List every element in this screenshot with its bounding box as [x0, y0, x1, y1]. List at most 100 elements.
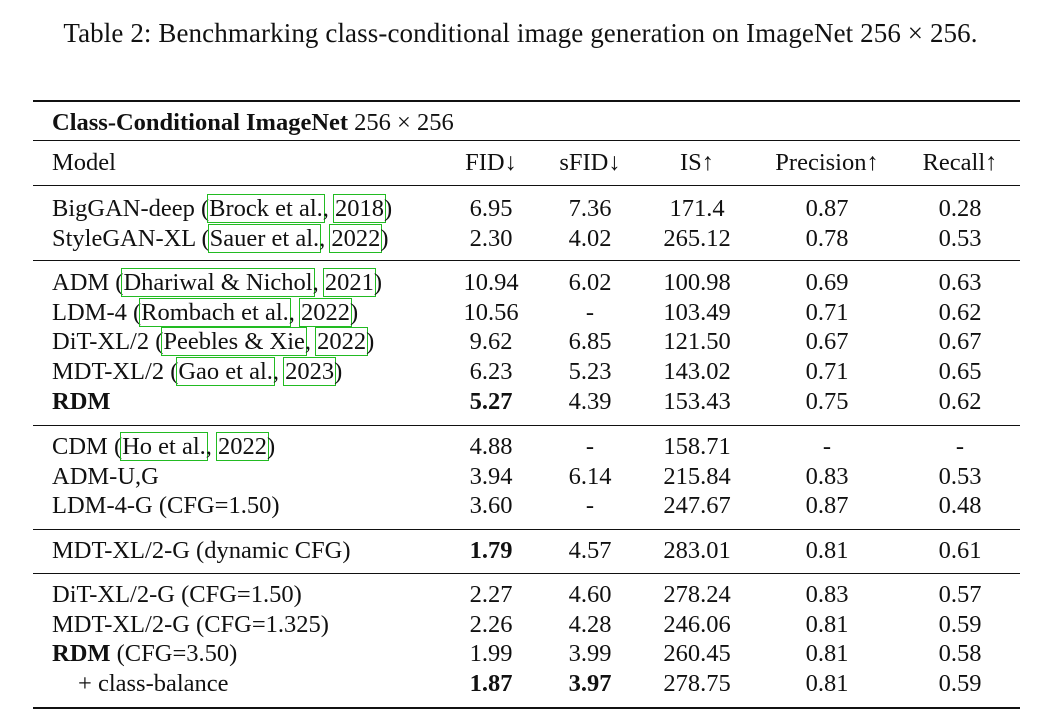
fid-value: 1.79 — [469, 537, 513, 564]
table-row: MDT-XL/2 (Gao et al., 2023) 6.23 5.23 143.0… — [0, 357, 1041, 387]
header-model: Model — [52, 149, 116, 176]
fid-value: 10.56 — [463, 298, 519, 326]
table-title-bold: Class-Conditional ImageNet — [52, 109, 349, 136]
recall-value: 0.61 — [938, 537, 982, 564]
model-name: LDM-4-G (CFG=1.50) — [52, 492, 280, 520]
table-row: ADM-U,G 3.94 6.14 215.84 0.83 0.53 — [0, 462, 1041, 492]
fid-value: 10.94 — [463, 269, 519, 296]
citation-close: ) — [373, 269, 383, 296]
precision-value: 0.87 — [805, 492, 849, 520]
sfid-value: 5.23 — [568, 358, 612, 386]
citation-year-link[interactable]: 2018 — [333, 194, 387, 223]
group-rule — [33, 425, 1020, 426]
is-value: 246.06 — [663, 610, 731, 638]
recall-value: 0.48 — [938, 492, 982, 520]
is-value: 103.49 — [663, 298, 731, 326]
citation-year-link[interactable]: 2023 — [283, 357, 337, 387]
is-value: 215.84 — [663, 462, 731, 490]
is-value: 100.98 — [663, 269, 731, 296]
precision-value: 0.67 — [805, 328, 849, 356]
header-sfid: sFID↓ — [559, 149, 621, 176]
citation-close: ) — [350, 298, 359, 326]
model-name: LDM-4 ( — [52, 298, 142, 326]
model-name: StyleGAN-XL ( — [52, 224, 210, 252]
sfid-value: 3.99 — [568, 640, 612, 668]
model-name: MDT-XL/2 ( — [52, 358, 179, 386]
sfid-value: 3.97 — [568, 670, 612, 698]
top-rule — [33, 100, 1020, 102]
is-value: 265.12 — [663, 224, 731, 252]
recall-value: 0.62 — [938, 387, 982, 415]
citation-close: ) — [334, 358, 343, 386]
recall-value: 0.59 — [938, 610, 982, 638]
citation-year-link[interactable]: 2022 — [315, 327, 369, 357]
table-row: + class-balance 1.87 3.97 278.75 0.81 0.59 — [0, 669, 1041, 699]
precision-value: 0.78 — [805, 224, 849, 252]
model-name: CDM ( — [52, 433, 123, 460]
model-cell: DiT-XL/2 (Peebles & Xie, 2022) — [52, 327, 374, 357]
citation-year-link[interactable]: 2021 — [322, 268, 376, 297]
group-rule — [33, 260, 1020, 261]
model-name: (CFG=3.50) — [110, 640, 238, 668]
is-value: 283.01 — [663, 537, 731, 564]
sfid-value: 4.57 — [568, 537, 612, 564]
model-cell: RDM — [52, 387, 111, 417]
table-title-rest: 256 × 256 — [348, 109, 454, 136]
sfid-value: 6.85 — [568, 328, 612, 356]
sfid-value: 6.02 — [568, 269, 612, 296]
citation-separator: , — [312, 269, 325, 296]
group-rule — [33, 529, 1020, 530]
model-cell: ADM (Dhariwal & Nichol, 2021) — [52, 268, 382, 298]
recall-value: 0.62 — [938, 298, 982, 326]
citation-close: ) — [380, 224, 389, 252]
citation-link[interactable]: Sauer et al. — [207, 223, 322, 253]
table-row: DiT-XL/2 (Peebles & Xie, 2022) 9.62 6.85 12… — [0, 327, 1041, 357]
citation-separator: , — [322, 195, 336, 222]
model-cell: CDM (Ho et al., 2022) — [52, 432, 275, 462]
citation-separator: , — [304, 328, 318, 356]
model-name: ADM-U,G — [52, 462, 159, 490]
fid-value: 9.62 — [469, 328, 513, 356]
header-fid: FID↓ — [465, 149, 517, 176]
model-cell: StyleGAN-XL (Sauer et al., 2022) — [52, 223, 389, 254]
model-name: BigGAN-deep ( — [52, 195, 210, 222]
table-row: LDM-4-G (CFG=1.50) 3.60 - 247.67 0.87 0.48 — [0, 491, 1041, 521]
table-row: MDT-XL/2-G (dynamic CFG) 1.79 4.57 283.01 0.… — [0, 536, 1041, 566]
citation-close: ) — [366, 328, 375, 356]
citation-link[interactable]: Brock et al. — [207, 194, 325, 223]
header-recall: Recall↑ — [922, 149, 998, 176]
precision-value: - — [822, 433, 832, 460]
table-row: ADM (Dhariwal & Nichol, 2021) 10.94 6.02 10… — [0, 268, 1041, 298]
fid-value: 4.88 — [469, 433, 513, 460]
sfid-value: 4.60 — [568, 581, 612, 608]
table-row: RDM 5.27 4.39 153.43 0.75 0.62 — [0, 387, 1041, 417]
is-value: 247.67 — [663, 492, 731, 520]
citation-separator: , — [272, 358, 286, 386]
citation-link[interactable]: Ho et al. — [120, 432, 208, 461]
model-name: MDT-XL/2-G (dynamic CFG) — [52, 537, 351, 564]
citation-link[interactable]: Gao et al. — [176, 357, 275, 387]
model-name: DiT-XL/2-G (CFG=1.50) — [52, 581, 302, 608]
citation-year-link[interactable]: 2022 — [216, 432, 270, 461]
precision-value: 0.81 — [805, 537, 849, 564]
model-cell: BigGAN-deep (Brock et al., 2018) — [52, 194, 392, 224]
citation-year-link[interactable]: 2022 — [299, 297, 353, 327]
citation-year-link[interactable]: 2022 — [329, 223, 383, 253]
table-title: Class-Conditional ImageNet 256 × 256 — [52, 108, 454, 138]
group-rule — [33, 185, 1020, 186]
citation-link[interactable]: Dhariwal & Nichol — [121, 268, 315, 297]
fid-value: 2.30 — [469, 224, 513, 252]
sfid-value: 4.39 — [568, 387, 612, 415]
sfid-value: - — [585, 298, 595, 326]
citation-link[interactable]: Peebles & Xie — [161, 327, 307, 357]
recall-value: 0.58 — [938, 640, 982, 668]
sfid-value: 6.14 — [568, 462, 612, 490]
fid-value: 1.99 — [469, 640, 513, 668]
sfid-value: - — [585, 433, 595, 460]
fid-value: 2.26 — [469, 610, 513, 638]
table-row: StyleGAN-XL (Sauer et al., 2022) 2.30 4.02… — [0, 223, 1041, 254]
table-row: BigGAN-deep (Brock et al., 2018) 6.95 7.36… — [0, 194, 1041, 224]
sfid-value: - — [585, 492, 595, 520]
fid-value: 6.23 — [469, 358, 513, 386]
citation-link[interactable]: Rombach et al. — [139, 297, 291, 327]
